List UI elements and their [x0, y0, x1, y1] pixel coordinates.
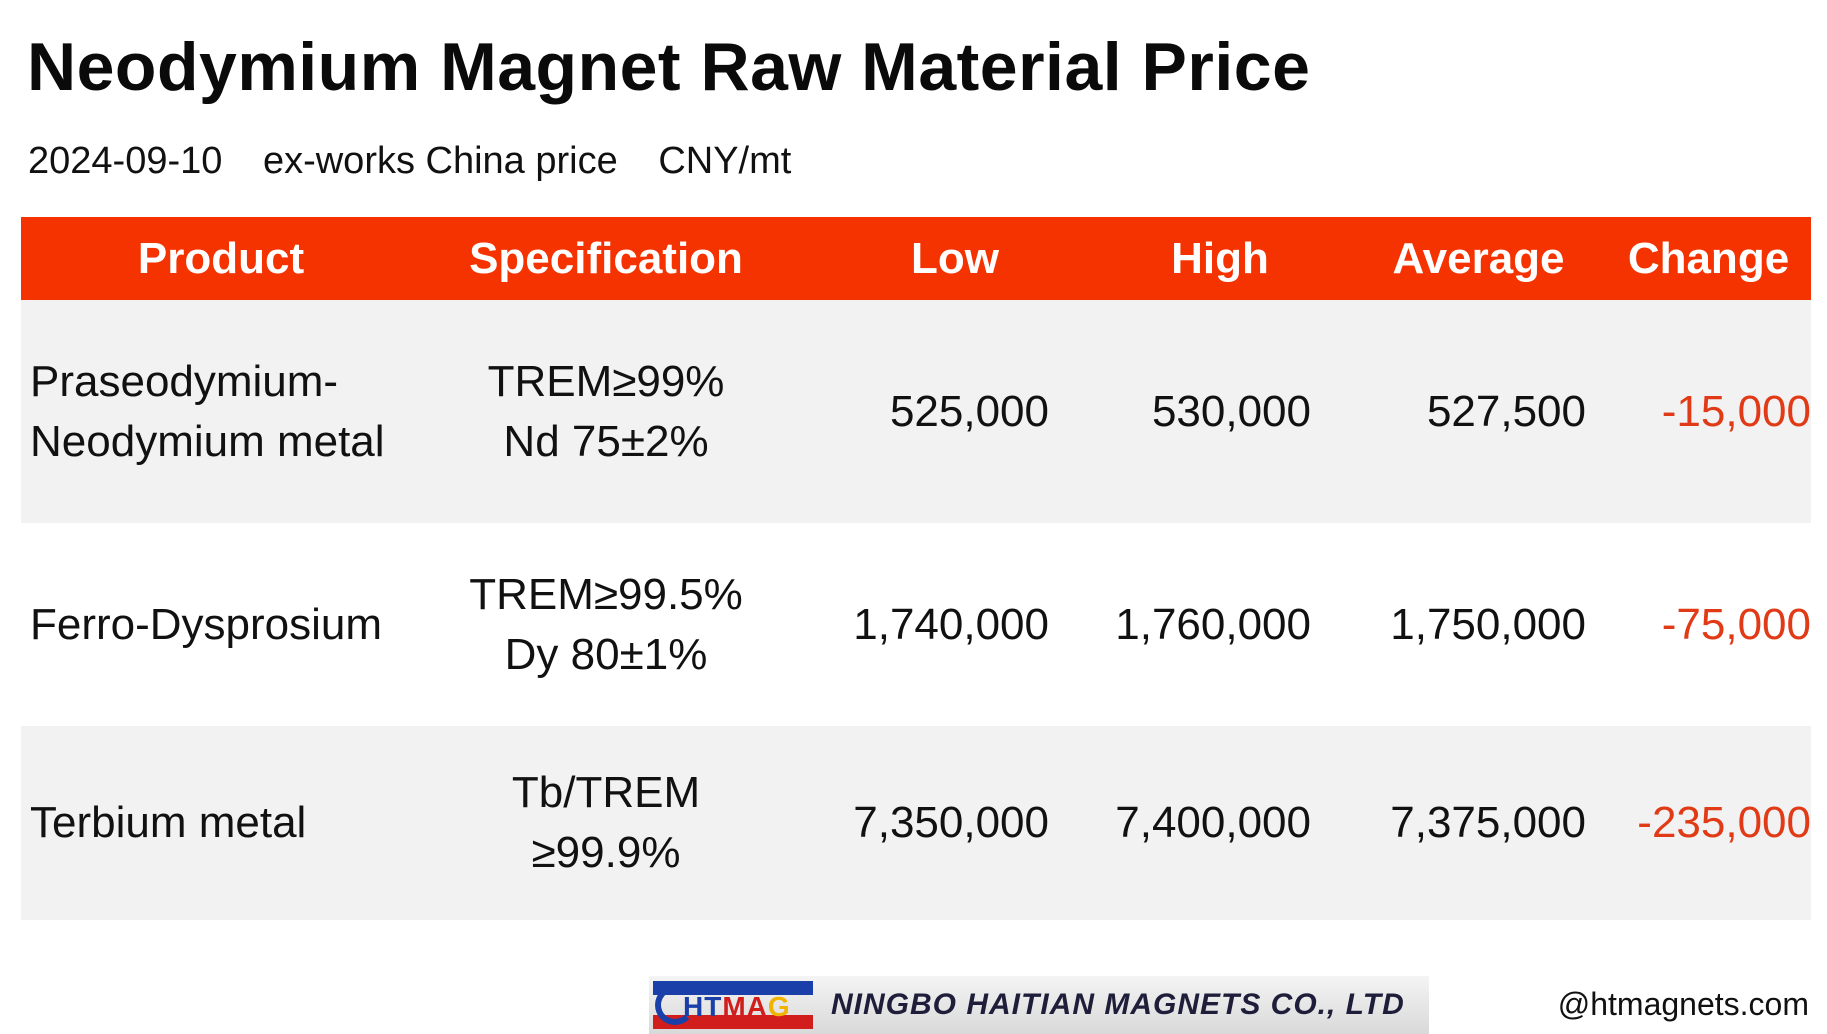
average-price-cell: 1,750,000: [1390, 599, 1586, 649]
spec-line: Tb/TREM: [511, 768, 701, 817]
product-cell: Ferro-Dysprosium: [21, 595, 421, 655]
change-cell: -15,000: [1661, 386, 1811, 436]
average-price-cell: 527,500: [1426, 386, 1586, 436]
column-header-specification: Specification: [469, 233, 743, 283]
price-date: 2024-09-10: [28, 140, 223, 182]
page-title: Neodymium Magnet Raw Material Price: [27, 29, 1311, 105]
spec-cell: Tb/TREM ≥99.9%: [421, 763, 791, 883]
product-name-line: Neodymium metal: [30, 416, 385, 466]
column-header-high: High: [1171, 233, 1269, 283]
product-name-line: Ferro-Dysprosium: [30, 599, 383, 649]
table-row: Terbium metal Tb/TREM ≥99.9% 7,350,000 7…: [21, 726, 1811, 920]
column-header-average: Average: [1392, 233, 1565, 283]
spec-line: ≥99.9%: [531, 828, 681, 877]
spec-line: TREM≥99.5%: [469, 569, 743, 619]
company-logo-banner: HTMAG NINGBO HAITIAN MAGNETS CO., LTD: [649, 976, 1429, 1034]
product-cell: Praseodymium- Neodymium metal: [21, 352, 421, 472]
high-price-cell: 530,000: [1151, 386, 1311, 436]
spec-line: Nd 75±2%: [503, 416, 709, 466]
high-price-cell: 1,760,000: [1115, 599, 1311, 649]
website-handle: @htmagnets.com: [1557, 986, 1809, 1022]
average-price-cell: 7,375,000: [1390, 798, 1586, 847]
low-price-cell: 7,350,000: [853, 798, 1049, 847]
spec-cell: TREM≥99% Nd 75±2%: [421, 352, 791, 472]
product-cell: Terbium metal: [21, 793, 421, 853]
column-header-product: Product: [137, 233, 305, 283]
column-header-low: Low: [911, 233, 999, 283]
high-price-cell: 7,400,000: [1115, 798, 1311, 847]
company-name: NINGBO HAITIAN MAGNETS CO., LTD: [831, 988, 1405, 1021]
table-row: Praseodymium- Neodymium metal TREM≥99% N…: [21, 300, 1811, 523]
price-table: Product Specification Low High Average C…: [21, 217, 1811, 920]
spec-cell: TREM≥99.5% Dy 80±1%: [421, 565, 791, 685]
low-price-cell: 1,740,000: [853, 599, 1049, 649]
change-cell: -235,000: [1637, 798, 1811, 847]
column-header-change: Change: [1627, 233, 1790, 283]
spec-line: TREM≥99%: [487, 356, 725, 406]
low-price-cell: 525,000: [889, 386, 1049, 436]
htmag-logo-icon: HTMAG: [653, 979, 813, 1031]
table-header: Product Specification Low High Average C…: [21, 217, 1811, 300]
product-name-line: Praseodymium-: [30, 356, 339, 406]
change-cell: -75,000: [1661, 599, 1811, 649]
table-row: Ferro-Dysprosium TREM≥99.5% Dy 80±1% 1,7…: [21, 523, 1811, 726]
price-basis: ex-works China price: [262, 140, 618, 182]
product-name-line: Terbium metal: [30, 798, 307, 847]
subtitle: 2024-09-10 ex-works China price CNY/mt: [28, 140, 821, 183]
price-unit: CNY/mt: [658, 140, 792, 182]
spec-line: Dy 80±1%: [504, 629, 708, 679]
